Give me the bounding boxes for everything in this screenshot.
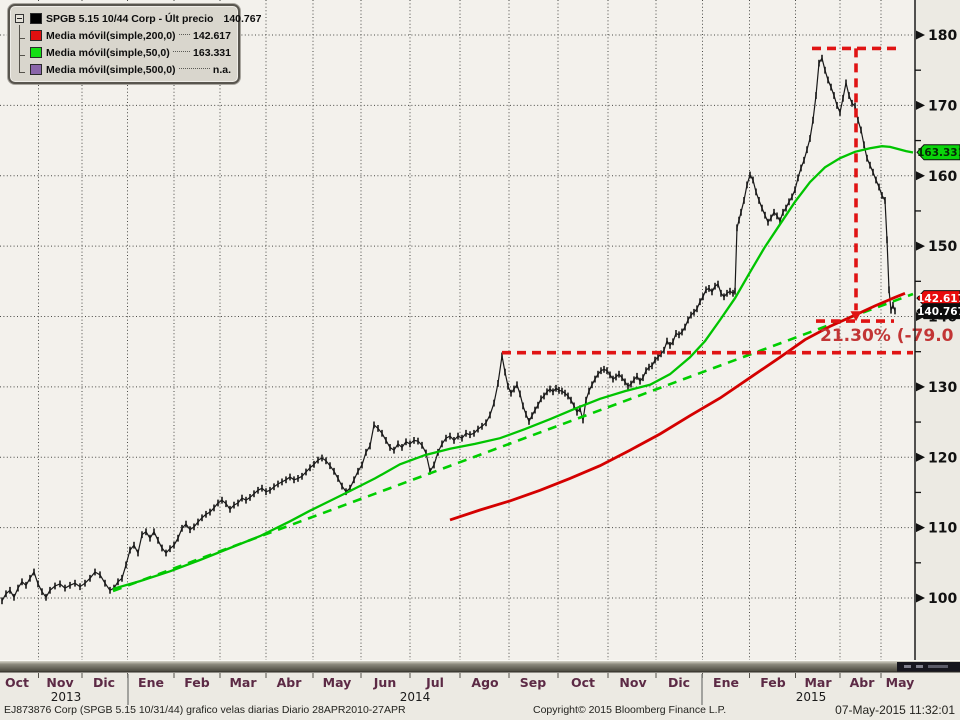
svg-text:Abr: Abr [850,675,876,690]
legend-tree-stub [19,72,25,73]
svg-text:Sep: Sep [520,675,546,690]
svg-text:Mar: Mar [229,675,257,690]
svg-text:Ago: Ago [471,675,499,690]
legend-label: Media móvil(simple,200,0) [46,29,176,42]
axis-tick-arrow-icon [916,312,925,321]
legend-panel: SPGB 5.15 10/44 Corp - Últ precio 140.76… [8,4,261,84]
axis-tick-arrow-icon [916,382,925,392]
price-tag: 163.331 [916,144,960,161]
legend-leader [178,67,210,69]
gridlines [0,0,915,661]
svg-text:May: May [323,675,352,690]
svg-text:142.617: 142.617 [917,293,960,305]
axis-tick-arrow-icon [916,593,925,603]
svg-text:150: 150 [928,239,957,255]
timestamp: 07-May-2015 11:32:01 [835,703,955,717]
status-bar: EJ873876 Corp (SPGB 5.15 10/31/44) grafi… [0,702,960,720]
axis-tick-arrow-icon [916,171,925,181]
axis-tick-arrow-icon [916,100,925,110]
legend-row-ma200: Media móvil(simple,200,0) 142.617 [15,27,231,44]
series-swatch-price [30,13,42,24]
svg-text:May: May [886,675,915,690]
svg-text:160: 160 [928,169,957,185]
axis-tick-arrow-icon [916,452,925,462]
arrow-down-icon [850,311,862,322]
svg-text:2014: 2014 [400,690,431,704]
svg-text:Oct: Oct [571,675,595,690]
scrollbar-grip-icon [904,665,911,668]
axis-tick-arrow-icon [916,241,925,251]
svg-text:Ene: Ene [713,675,739,690]
svg-text:120: 120 [928,450,957,466]
svg-text:2013: 2013 [51,690,82,704]
svg-text:180: 180 [928,28,957,44]
ma50-line [112,145,914,591]
svg-text:Dic: Dic [93,675,115,690]
axis-scrollbar-track[interactable] [0,661,960,672]
svg-text:Nov: Nov [619,675,646,690]
svg-text:2015: 2015 [796,690,827,704]
drawdown-label: 21.30% (-79.0 [820,326,954,346]
svg-text:130: 130 [928,380,957,396]
series-swatch-ma50 [30,47,42,58]
copyright-text: Copyright© 2015 Bloomberg Finance L.P. [533,704,727,716]
axis-tick-arrow-icon [916,30,925,40]
legend-value: n.a. [212,63,231,76]
svg-text:163.331: 163.331 [917,147,960,159]
x-axis-bar [0,660,960,673]
collapse-icon[interactable] [15,14,24,23]
chart-description: EJ873876 Corp (SPGB 5.15 10/31/44) grafi… [4,704,406,716]
legend-row-ma50: Media móvil(simple,50,0) 163.331 [15,44,231,61]
legend-label: Media móvil(simple,50,0) [46,46,170,59]
series-swatch-ma500 [30,64,42,75]
price-tag: 142.617 [916,290,960,307]
svg-text:Ene: Ene [138,675,164,690]
x-axis-labels: Oct Nov Dic Ene Feb Mar Abr May Jun Jul Ago Sep Oct N… [5,673,914,705]
legend-value: 140.767 [223,12,262,25]
axis-tick-arrow-icon [916,523,925,533]
legend-leader [178,33,191,35]
svg-text:140.767: 140.767 [917,306,960,318]
svg-text:Jul: Jul [425,675,444,690]
trendline-dashed-green [112,292,914,593]
svg-text:170: 170 [928,98,957,114]
legend-label: SPGB 5.15 10/44 Corp - Últ precio [46,12,214,25]
legend-value: 163.331 [193,46,231,59]
svg-text:100: 100 [928,591,957,607]
drawdown-annotation: 21.30% (-79.0 [502,46,954,355]
svg-text:Abr: Abr [277,675,303,690]
scrollbar-grip-icon [916,665,923,668]
legend-tree-line [19,25,20,72]
svg-text:Jun: Jun [373,675,396,690]
svg-text:Feb: Feb [184,675,210,690]
series-swatch-ma200 [30,30,42,41]
svg-text:Mar: Mar [804,675,832,690]
svg-text:Nov: Nov [46,675,73,690]
legend-leader [172,50,191,52]
price-tags: 163.331 142.617140.767 [916,144,960,320]
legend-tree-stub [19,38,25,39]
svg-text:Dic: Dic [668,675,690,690]
svg-text:110: 110 [928,521,957,537]
legend-row-ma500: Media móvil(simple,500,0) n.a. [15,61,231,78]
plot-area[interactable] [0,0,915,661]
scrollbar-grip-icon [928,665,948,668]
price-tag: 140.767 [916,303,960,320]
legend-value: 142.617 [193,29,231,42]
svg-text:Oct: Oct [5,675,29,690]
svg-text:Feb: Feb [760,675,786,690]
legend-tree-stub [19,55,25,56]
legend-row-price: SPGB 5.15 10/44 Corp - Últ precio 140.76… [15,10,261,27]
legend-label: Media móvil(simple,500,0) [46,63,176,76]
